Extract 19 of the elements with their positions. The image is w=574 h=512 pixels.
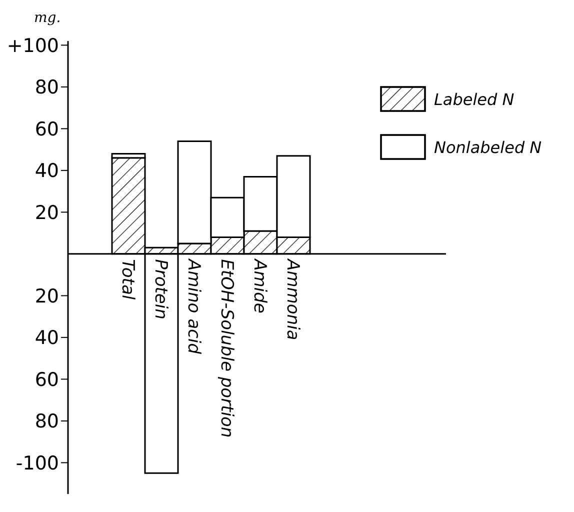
y-tick-label: 40: [34, 160, 59, 182]
y-tick-label: 20: [34, 285, 59, 308]
y-tick-label: -100: [16, 452, 59, 474]
y-tick-label: 80: [34, 76, 59, 99]
x-tick-label: Amino acid: [184, 258, 204, 354]
x-tick-label: Amide: [250, 258, 270, 314]
x-tick-label: EtOH-Soluble portion: [216, 259, 236, 438]
y-tick-label: 20: [34, 202, 59, 224]
y-tick-label: 80: [34, 410, 59, 433]
y-axis-title: mg.: [34, 10, 61, 26]
y-tick-label: 60: [34, 118, 59, 140]
x-tick-label: Total: [118, 259, 138, 300]
legend-label: Nonlabeled N: [434, 138, 542, 156]
x-tick-label: Protein: [150, 259, 170, 320]
legend-label: Labeled N: [434, 90, 514, 108]
y-tick-label: +100: [6, 34, 59, 57]
x-tick-label: Ammonia: [282, 258, 302, 340]
y-tick-label: 60: [34, 368, 59, 391]
y-tick-label: 40: [34, 327, 59, 350]
